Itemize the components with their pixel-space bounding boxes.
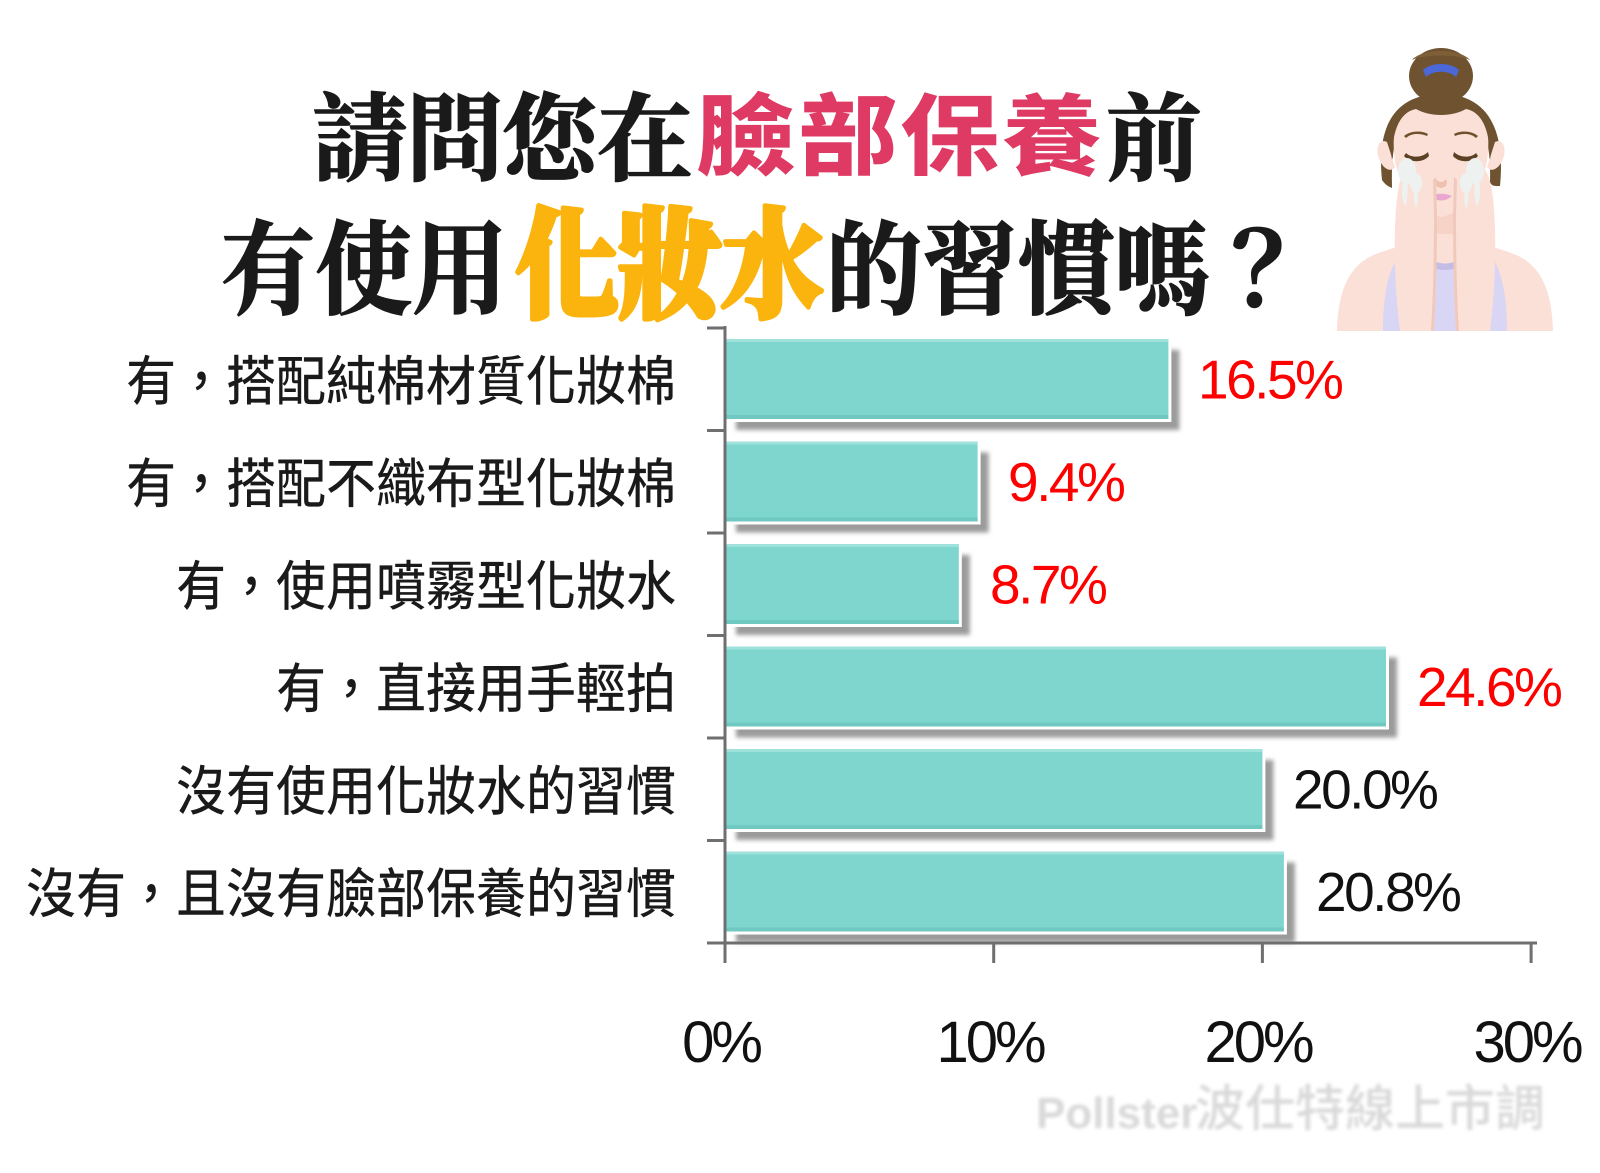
svg-text:20.0%: 20.0%: [1293, 759, 1437, 821]
svg-text:9.4%: 9.4%: [1008, 451, 1124, 513]
svg-text:30%: 30%: [1473, 1010, 1582, 1075]
svg-text:16.5%: 16.5%: [1198, 349, 1342, 411]
svg-text:10%: 10%: [936, 1010, 1045, 1075]
svg-text:24.6%: 24.6%: [1417, 656, 1561, 718]
svg-text:0%: 0%: [682, 1010, 761, 1075]
svg-text:20%: 20%: [1204, 1010, 1313, 1075]
svg-text:8.7%: 8.7%: [990, 554, 1106, 616]
svg-text:20.8%: 20.8%: [1316, 861, 1460, 923]
svg-text:Pollster: Pollster: [1036, 1089, 1197, 1138]
